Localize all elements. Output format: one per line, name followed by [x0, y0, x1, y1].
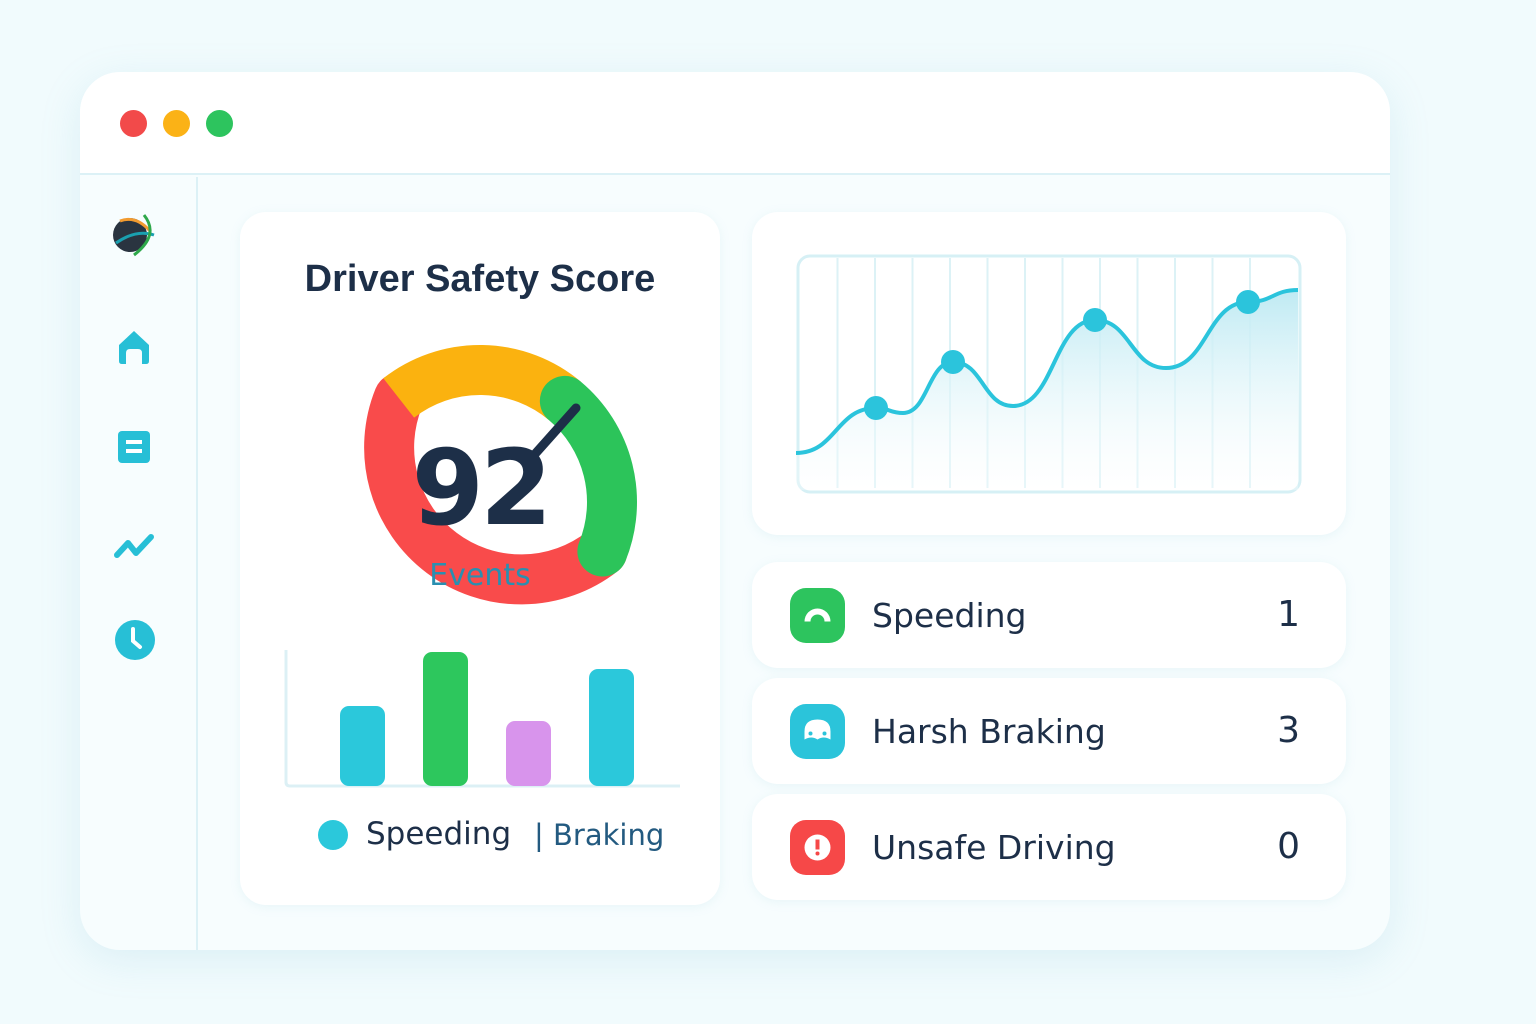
event-count: 1: [1277, 594, 1300, 635]
event-count: 3: [1277, 710, 1300, 751]
bar: [340, 706, 385, 786]
event-row-harsh-braking[interactable]: Harsh Braking 3: [752, 678, 1346, 784]
gauge-segment: [364, 372, 628, 605]
data-point: [941, 350, 965, 374]
safety-score-card: Driver Safety Score 92 Events Speeding |…: [240, 212, 720, 905]
event-label: Speeding: [872, 596, 1027, 635]
close-button[interactable]: [120, 110, 147, 137]
events-bar-chart: [284, 650, 680, 788]
globe-logo: [113, 214, 155, 257]
title-bar: [80, 72, 1390, 175]
event-label: Unsafe Driving: [872, 828, 1116, 867]
data-point: [1236, 290, 1260, 314]
trend-icon[interactable]: [114, 527, 154, 567]
gauge-needle: [530, 403, 581, 459]
home-icon[interactable]: [114, 327, 154, 367]
score-gauge: [364, 345, 637, 605]
clock-icon[interactable]: [114, 619, 156, 661]
maximize-button[interactable]: [206, 110, 233, 137]
data-point: [864, 396, 888, 420]
event-row-speeding[interactable]: Speeding 1: [752, 562, 1346, 668]
sidebar: [80, 177, 198, 950]
gauge-segment: [383, 345, 581, 421]
event-count: 0: [1277, 826, 1300, 867]
event-row-unsafe-driving[interactable]: Unsafe Driving 0: [752, 794, 1346, 900]
legend-braking: | Braking: [534, 818, 665, 852]
bar: [423, 652, 468, 786]
document-icon[interactable]: [114, 427, 154, 467]
score-value: 92: [411, 427, 553, 549]
speedometer-icon: [790, 588, 845, 643]
minimize-button[interactable]: [163, 110, 190, 137]
data-point: [1083, 308, 1107, 332]
gauge-subtitle: Events: [429, 558, 531, 593]
trend-line-chart: [796, 254, 1302, 494]
alert-icon: [790, 820, 845, 875]
event-label: Harsh Braking: [872, 712, 1106, 751]
card-title: Driver Safety Score: [304, 258, 656, 300]
bar: [589, 669, 634, 786]
trend-chart-card: [752, 212, 1346, 535]
speeding-legend-icon: [318, 820, 348, 850]
gauge-segment: [539, 375, 637, 577]
legend-braking-label: Braking: [553, 818, 665, 852]
car-icon: [790, 704, 845, 759]
legend-speeding: Speeding: [366, 816, 512, 852]
bar: [506, 721, 551, 786]
